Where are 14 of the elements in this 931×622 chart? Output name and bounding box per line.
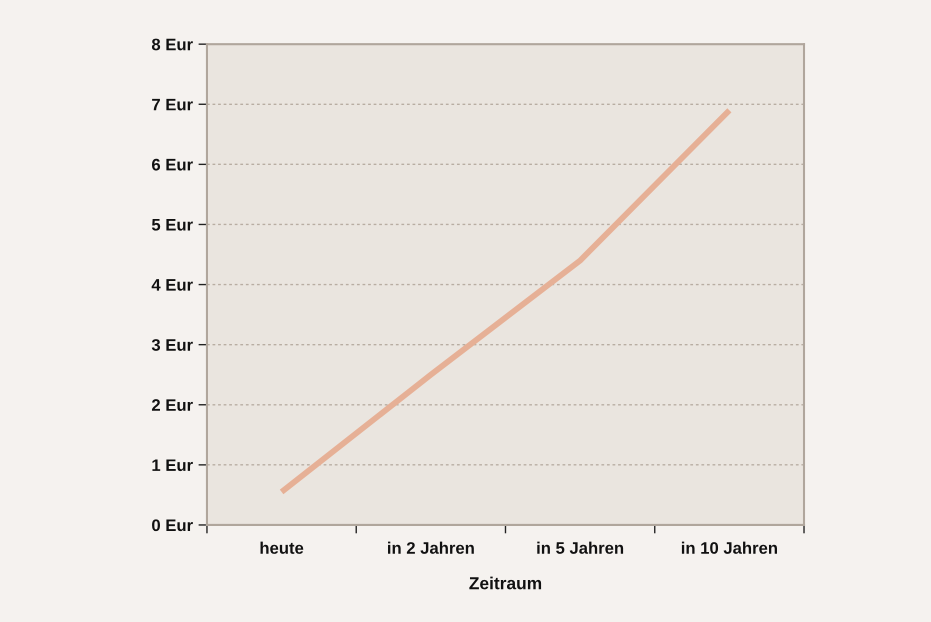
x-tick-label: in 2 Jahren: [388, 542, 474, 554]
y-tick-label: 6 Eur: [152, 158, 193, 171]
y-tick-label: 1 Eur: [152, 459, 193, 472]
x-tick-label: heute: [260, 542, 304, 554]
y-tick-label: 8 Eur: [152, 38, 193, 50]
y-tick-label: 3 Eur: [152, 339, 193, 351]
y-tick-label: 4 Eur: [152, 279, 193, 291]
y-tick-label: 5 Eur: [152, 219, 193, 231]
x-axis-title: Zeitraum: [469, 576, 542, 590]
y-tick-label: 2 Eur: [152, 399, 193, 411]
y-tick-label: 0 Eur: [152, 519, 193, 532]
x-tick-label: in 10 Jahren: [682, 542, 777, 554]
x-tick-label: in 5 Jahren: [537, 542, 624, 554]
y-tick-label: 7 Eur: [152, 98, 193, 110]
